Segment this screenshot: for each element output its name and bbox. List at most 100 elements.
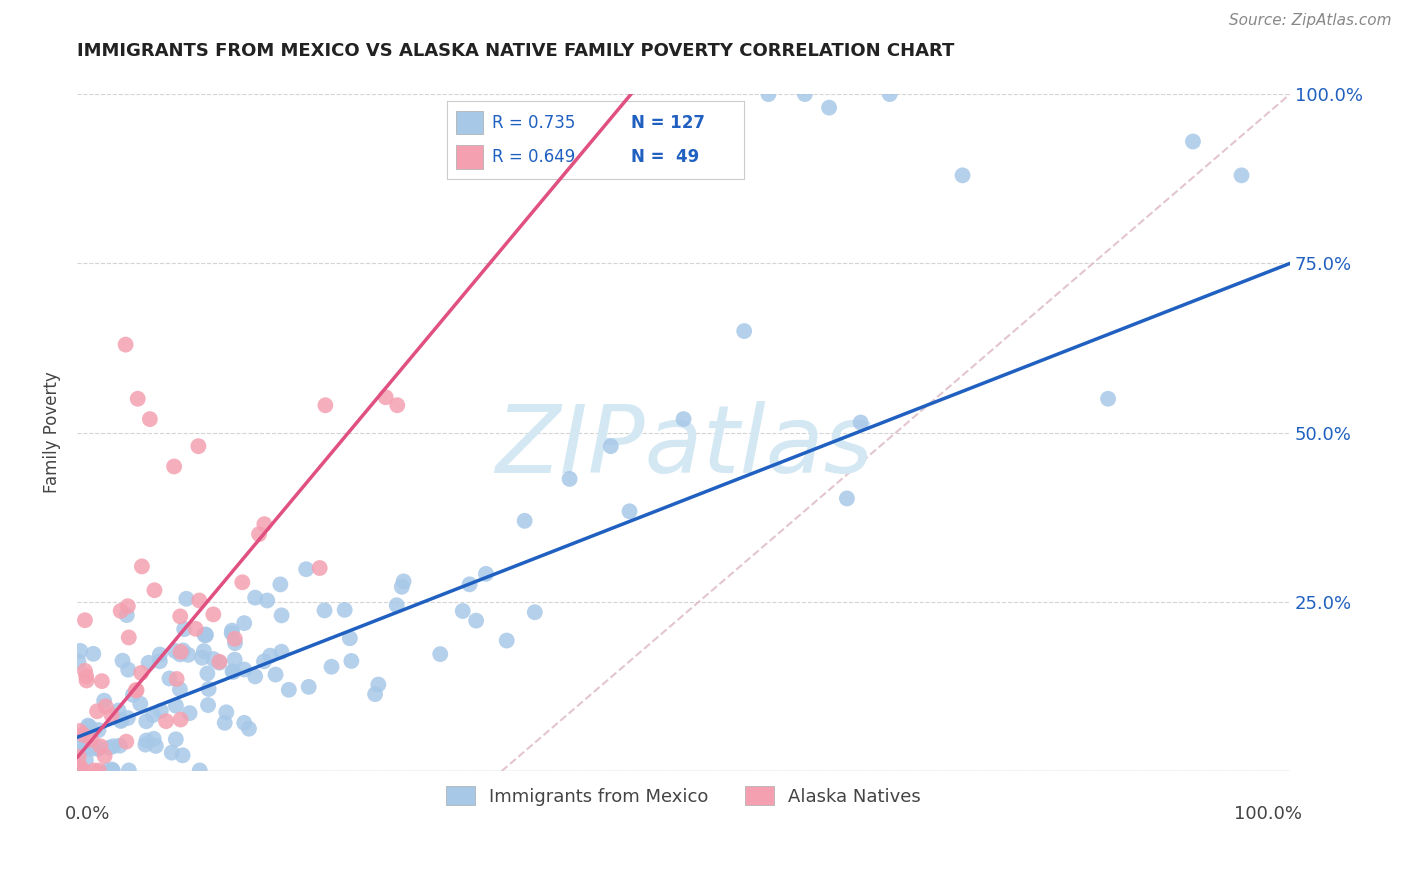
Point bbox=[122, 688, 145, 702]
Text: 0.0%: 0.0% bbox=[65, 805, 110, 823]
Point bbox=[163, 644, 186, 658]
Point bbox=[233, 663, 256, 677]
Point bbox=[558, 472, 581, 486]
Point bbox=[221, 665, 243, 679]
Point bbox=[387, 398, 409, 412]
Point bbox=[135, 714, 157, 729]
Point bbox=[264, 667, 287, 681]
Point bbox=[90, 674, 112, 689]
Point bbox=[111, 654, 134, 668]
Point bbox=[76, 673, 98, 688]
Point bbox=[835, 491, 858, 506]
Point bbox=[114, 337, 136, 351]
Point bbox=[195, 666, 218, 681]
Point bbox=[79, 721, 101, 735]
Point bbox=[69, 764, 91, 778]
Point bbox=[115, 734, 138, 748]
Legend: Immigrants from Mexico, Alaska Natives: Immigrants from Mexico, Alaska Natives bbox=[439, 779, 928, 813]
Point bbox=[339, 632, 361, 646]
Point bbox=[155, 714, 177, 728]
Point bbox=[86, 704, 108, 718]
Point bbox=[125, 683, 148, 698]
Point bbox=[259, 648, 281, 663]
Point bbox=[231, 575, 253, 590]
Point bbox=[619, 504, 641, 518]
Point bbox=[110, 604, 132, 618]
Text: 100.0%: 100.0% bbox=[1234, 805, 1302, 823]
Point bbox=[138, 656, 160, 670]
Point bbox=[67, 745, 90, 759]
Point bbox=[392, 574, 415, 589]
Point bbox=[176, 591, 198, 606]
Point bbox=[149, 648, 172, 662]
Point bbox=[172, 748, 194, 763]
Point bbox=[321, 659, 343, 673]
Point bbox=[145, 739, 167, 753]
Point bbox=[184, 622, 207, 636]
Point bbox=[253, 654, 276, 668]
Point bbox=[94, 699, 117, 714]
Point bbox=[149, 704, 172, 718]
Point bbox=[169, 713, 191, 727]
Point bbox=[87, 742, 110, 756]
Point bbox=[117, 599, 139, 614]
Point bbox=[67, 749, 90, 764]
Point bbox=[87, 723, 110, 737]
Text: Source: ZipAtlas.com: Source: ZipAtlas.com bbox=[1229, 13, 1392, 29]
Point bbox=[93, 748, 115, 763]
Point bbox=[672, 412, 695, 426]
Point bbox=[70, 729, 93, 743]
Point bbox=[208, 656, 231, 670]
Point bbox=[179, 706, 201, 720]
Point bbox=[193, 628, 215, 642]
Point bbox=[77, 718, 100, 732]
Point bbox=[134, 738, 156, 752]
Point bbox=[214, 715, 236, 730]
Point bbox=[115, 608, 138, 623]
Point bbox=[224, 636, 246, 650]
Point bbox=[269, 577, 291, 591]
Point bbox=[793, 87, 815, 101]
Point bbox=[314, 398, 336, 412]
Point bbox=[118, 764, 141, 778]
Point bbox=[139, 412, 162, 426]
Point bbox=[188, 764, 211, 778]
Point bbox=[191, 650, 214, 665]
Point bbox=[142, 708, 165, 723]
Point bbox=[215, 706, 238, 720]
Point bbox=[87, 740, 110, 755]
Point bbox=[233, 616, 256, 631]
Point bbox=[952, 169, 974, 183]
Point bbox=[163, 459, 186, 474]
Point bbox=[208, 655, 231, 669]
Point bbox=[127, 392, 149, 406]
Point bbox=[197, 698, 219, 712]
Point bbox=[160, 746, 183, 760]
Point bbox=[129, 665, 152, 680]
Point bbox=[75, 669, 97, 683]
Point bbox=[69, 724, 91, 739]
Point bbox=[165, 732, 187, 747]
Point bbox=[367, 677, 389, 691]
Point bbox=[93, 694, 115, 708]
Point bbox=[80, 742, 103, 756]
Point bbox=[170, 645, 193, 659]
Point bbox=[172, 643, 194, 657]
Point bbox=[197, 681, 219, 696]
Point bbox=[110, 714, 132, 728]
Point bbox=[103, 739, 125, 754]
Point bbox=[298, 680, 321, 694]
Point bbox=[818, 101, 841, 115]
Point bbox=[125, 683, 148, 698]
Point bbox=[221, 626, 243, 640]
Point bbox=[465, 614, 488, 628]
Point bbox=[758, 87, 780, 101]
Point bbox=[391, 580, 413, 594]
Point bbox=[314, 603, 336, 617]
Point bbox=[67, 655, 90, 669]
Point bbox=[202, 607, 225, 622]
Point bbox=[879, 87, 901, 101]
Point bbox=[193, 644, 215, 658]
Point bbox=[169, 609, 191, 624]
Point bbox=[222, 665, 245, 679]
